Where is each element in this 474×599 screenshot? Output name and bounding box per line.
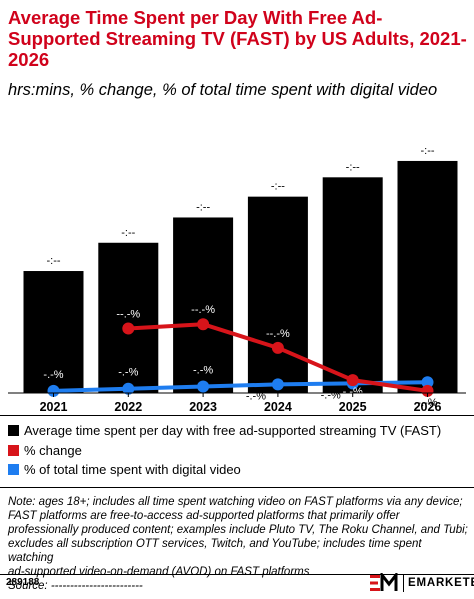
note-line: ad-supported video-on-demand (AVOD) on F… bbox=[8, 566, 310, 578]
change-point bbox=[346, 374, 359, 387]
bars-layer bbox=[23, 160, 458, 393]
share-value-label: -.-% bbox=[193, 365, 213, 377]
note-line: FAST platforms are free-to-access ad-sup… bbox=[8, 510, 400, 522]
legend-divider bbox=[0, 415, 474, 416]
x-axis-ticks: 2021 2022 2023 2024 2025 2026 bbox=[40, 393, 442, 414]
share-point bbox=[271, 378, 284, 391]
x-tick-label: 2025 bbox=[339, 400, 367, 414]
legend-label-change: % change bbox=[24, 443, 82, 458]
lines-layer bbox=[47, 318, 434, 397]
change-value-label: --.-% bbox=[116, 309, 140, 321]
legend-swatch-blue bbox=[8, 464, 19, 475]
x-tick-label: 2023 bbox=[189, 400, 217, 414]
share-value-label: -.-% bbox=[417, 360, 437, 372]
change-point bbox=[421, 384, 434, 397]
change-value-label: -.-% bbox=[417, 397, 437, 409]
bar bbox=[173, 217, 234, 393]
share-value-label: -.-% bbox=[321, 389, 341, 401]
x-tick-label: 2021 bbox=[40, 400, 68, 414]
brand-separator bbox=[403, 574, 404, 592]
bar bbox=[247, 196, 308, 393]
bar bbox=[322, 177, 383, 393]
chart-id: 289188 bbox=[6, 577, 40, 588]
share-value-label: -.-% bbox=[118, 367, 138, 379]
chart-title: Average Time Spent per Day With Free Ad-… bbox=[8, 7, 467, 70]
x-tick-label: 2026 bbox=[414, 400, 442, 414]
chart-plot: -:-- -:-- -:-- -:-- -:-- -:-- --.-% --.-% --.-% -… bbox=[8, 145, 466, 414]
bar bbox=[98, 242, 159, 393]
share-point bbox=[47, 384, 60, 397]
legend-swatch-black bbox=[8, 425, 19, 436]
chart-note: Note: ages 18+; includes all time spent … bbox=[8, 495, 468, 593]
bar-value-label: -:-- bbox=[420, 145, 434, 157]
change-value-label: --.-% bbox=[191, 304, 215, 316]
bar-value-label: -:-- bbox=[271, 181, 285, 193]
note-line: professionally produced content; example… bbox=[8, 524, 468, 536]
x-tick-label: 2024 bbox=[264, 400, 292, 414]
bar-value-label: -:-- bbox=[346, 161, 360, 173]
share-value-label: -.-% bbox=[43, 369, 63, 381]
change-value-label: --.-% bbox=[266, 328, 290, 340]
change-point bbox=[197, 318, 210, 331]
note-line: Note: ages 18+; includes all time spent … bbox=[8, 496, 463, 508]
change-value-label: -.-% bbox=[343, 386, 363, 398]
chart-subtitle: hrs:mins, % change, % of total time spen… bbox=[8, 81, 438, 99]
legend-label-bars: Average time spent per day with free ad-… bbox=[24, 423, 442, 438]
share-point bbox=[197, 380, 210, 393]
legend-label-share: % of total time spent with digital video bbox=[24, 462, 241, 477]
footer-divider bbox=[0, 574, 474, 575]
share-point bbox=[122, 382, 135, 395]
note-source-line: Source: ------------------------ bbox=[8, 580, 143, 592]
bar bbox=[397, 160, 458, 393]
change-point bbox=[122, 322, 135, 335]
note-line: excludes all subscription OTT services, … bbox=[8, 538, 422, 564]
emarketer-logo-icon bbox=[370, 573, 398, 591]
note-divider bbox=[0, 487, 474, 488]
share-point bbox=[421, 376, 434, 389]
bar-value-label: -:-- bbox=[46, 255, 60, 267]
bar-value-label: -:-- bbox=[196, 201, 210, 213]
legend-swatch-red bbox=[8, 445, 19, 456]
x-tick-label: 2022 bbox=[114, 400, 142, 414]
bar bbox=[23, 271, 84, 393]
brand-name: EMARKETER bbox=[408, 577, 474, 589]
change-point bbox=[271, 341, 284, 354]
bar-value-label: -:-- bbox=[121, 227, 135, 239]
